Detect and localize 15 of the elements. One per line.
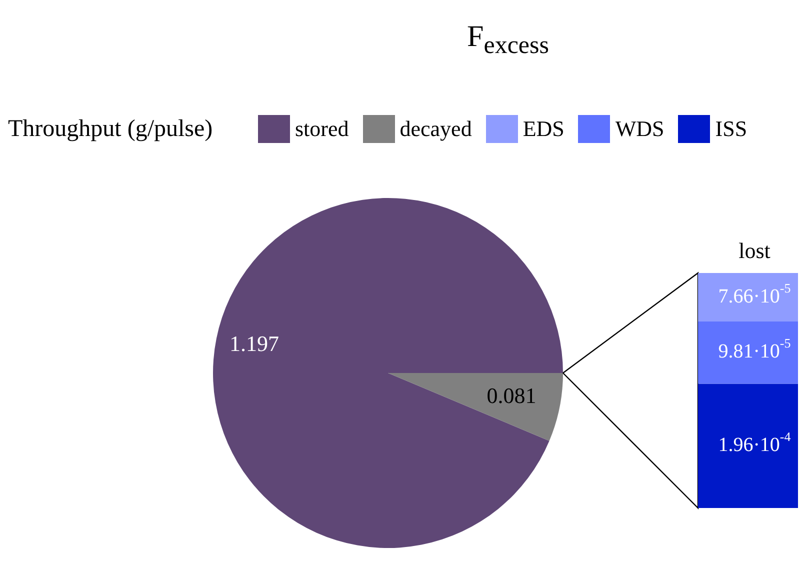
data-label: 0.081 [486,382,536,408]
pie-slice [213,198,563,548]
legend-label: decayed [400,116,472,142]
chart-title: lost [738,238,772,265]
data-label: 1.96·10$^{-4}$ [718,429,792,456]
legend-title: Throughput (g/pulse) [8,116,214,142]
legend-label: WDS [615,116,664,142]
chart-title: F$_{excess}$ [466,20,550,60]
pie-slice [388,373,563,441]
data-label: 7.66·10$^{-5}$ [718,280,791,307]
legend-label: ISS [715,116,748,142]
data-label: 9.81·10$^{-5}$ [718,336,791,362]
legend-label: EDS [522,116,564,142]
legend-label: stored [295,116,349,142]
data-label: 1.197 [229,331,279,356]
